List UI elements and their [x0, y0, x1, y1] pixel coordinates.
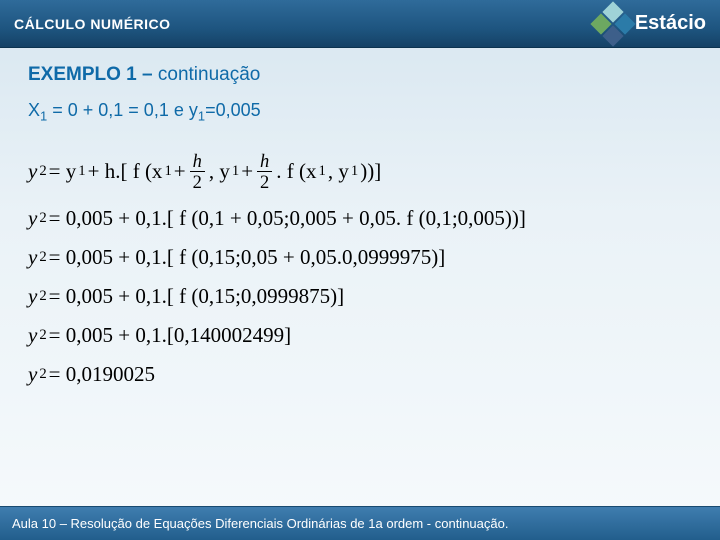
content: EXEMPLO 1 – continuação X 1 = 0 + 0,1 = 0…	[0, 48, 720, 387]
slide: CÁLCULO NUMÉRICO Estácio EXEMPLO 1 – con…	[0, 0, 720, 540]
header-bar: CÁLCULO NUMÉRICO Estácio	[0, 0, 720, 48]
section-title-sep: –	[137, 64, 158, 85]
equation-list: y2 = y1 + h.[ f (x1 + h 2 , y1 + h 2 . f…	[28, 152, 692, 387]
equation-4: y2 = 0,005 + 0,1.[ f (0,15;0,0999875)]	[28, 284, 692, 309]
y-sub: 1	[198, 109, 205, 124]
equation-2: y2 = 0,005 + 0,1.[ f (0,1 + 0,05;0,005 +…	[28, 206, 692, 231]
footer-text: Aula 10 – Resolução de Equações Diferenc…	[12, 516, 508, 531]
brand: Estácio	[597, 8, 706, 40]
section-title-main: EXEMPLO 1	[28, 64, 137, 85]
fraction-icon: h 2	[257, 152, 272, 192]
equation-3: y2 = 0,005 + 0,1.[ f (0,15;0,05 + 0,05.0…	[28, 245, 692, 270]
y-expr: =0,005	[205, 100, 261, 120]
values-line: X1 = 0 + 0,1 = 0,1 e y1=0,005	[28, 100, 692, 124]
section-title: EXEMPLO 1 – continuação	[28, 64, 692, 86]
brand-icon	[590, 1, 635, 46]
brand-text: Estácio	[635, 12, 706, 35]
footer-bar: Aula 10 – Resolução de Equações Diferenc…	[0, 506, 720, 540]
x-label: X	[28, 100, 40, 120]
y-label: y	[189, 100, 198, 120]
equation-5: y2 = 0,005 + 0,1.[0,140002499]	[28, 323, 692, 348]
course-title: CÁLCULO NUMÉRICO	[14, 16, 171, 32]
equation-6: y2 = 0,0190025	[28, 362, 692, 387]
fraction-icon: h 2	[190, 152, 205, 192]
x-expr: = 0 + 0,1 = 0,1 e	[47, 100, 189, 120]
section-title-sub: continuação	[158, 64, 260, 85]
equation-1: y2 = y1 + h.[ f (x1 + h 2 , y1 + h 2 . f…	[28, 152, 692, 192]
